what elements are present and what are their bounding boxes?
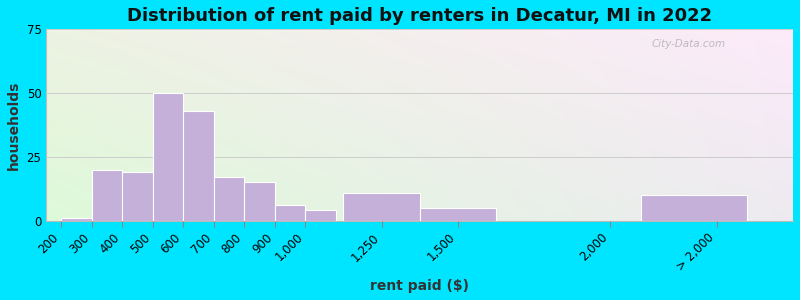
Bar (153, 93, 183, 221)
Bar (122, 172, 153, 221)
Bar (214, 177, 244, 221)
Y-axis label: households: households (7, 80, 21, 170)
Bar (343, 193, 420, 221)
Bar (244, 182, 275, 221)
Title: Distribution of rent paid by renters in Decatur, MI in 2022: Distribution of rent paid by renters in … (127, 7, 712, 25)
Bar (92, 169, 122, 221)
Bar (62, 218, 92, 221)
Bar (306, 211, 336, 221)
Bar (183, 111, 214, 221)
Bar (420, 208, 496, 221)
Bar (275, 205, 306, 221)
X-axis label: rent paid ($): rent paid ($) (370, 279, 469, 293)
Text: City-Data.com: City-Data.com (651, 39, 726, 49)
Bar (641, 195, 747, 221)
